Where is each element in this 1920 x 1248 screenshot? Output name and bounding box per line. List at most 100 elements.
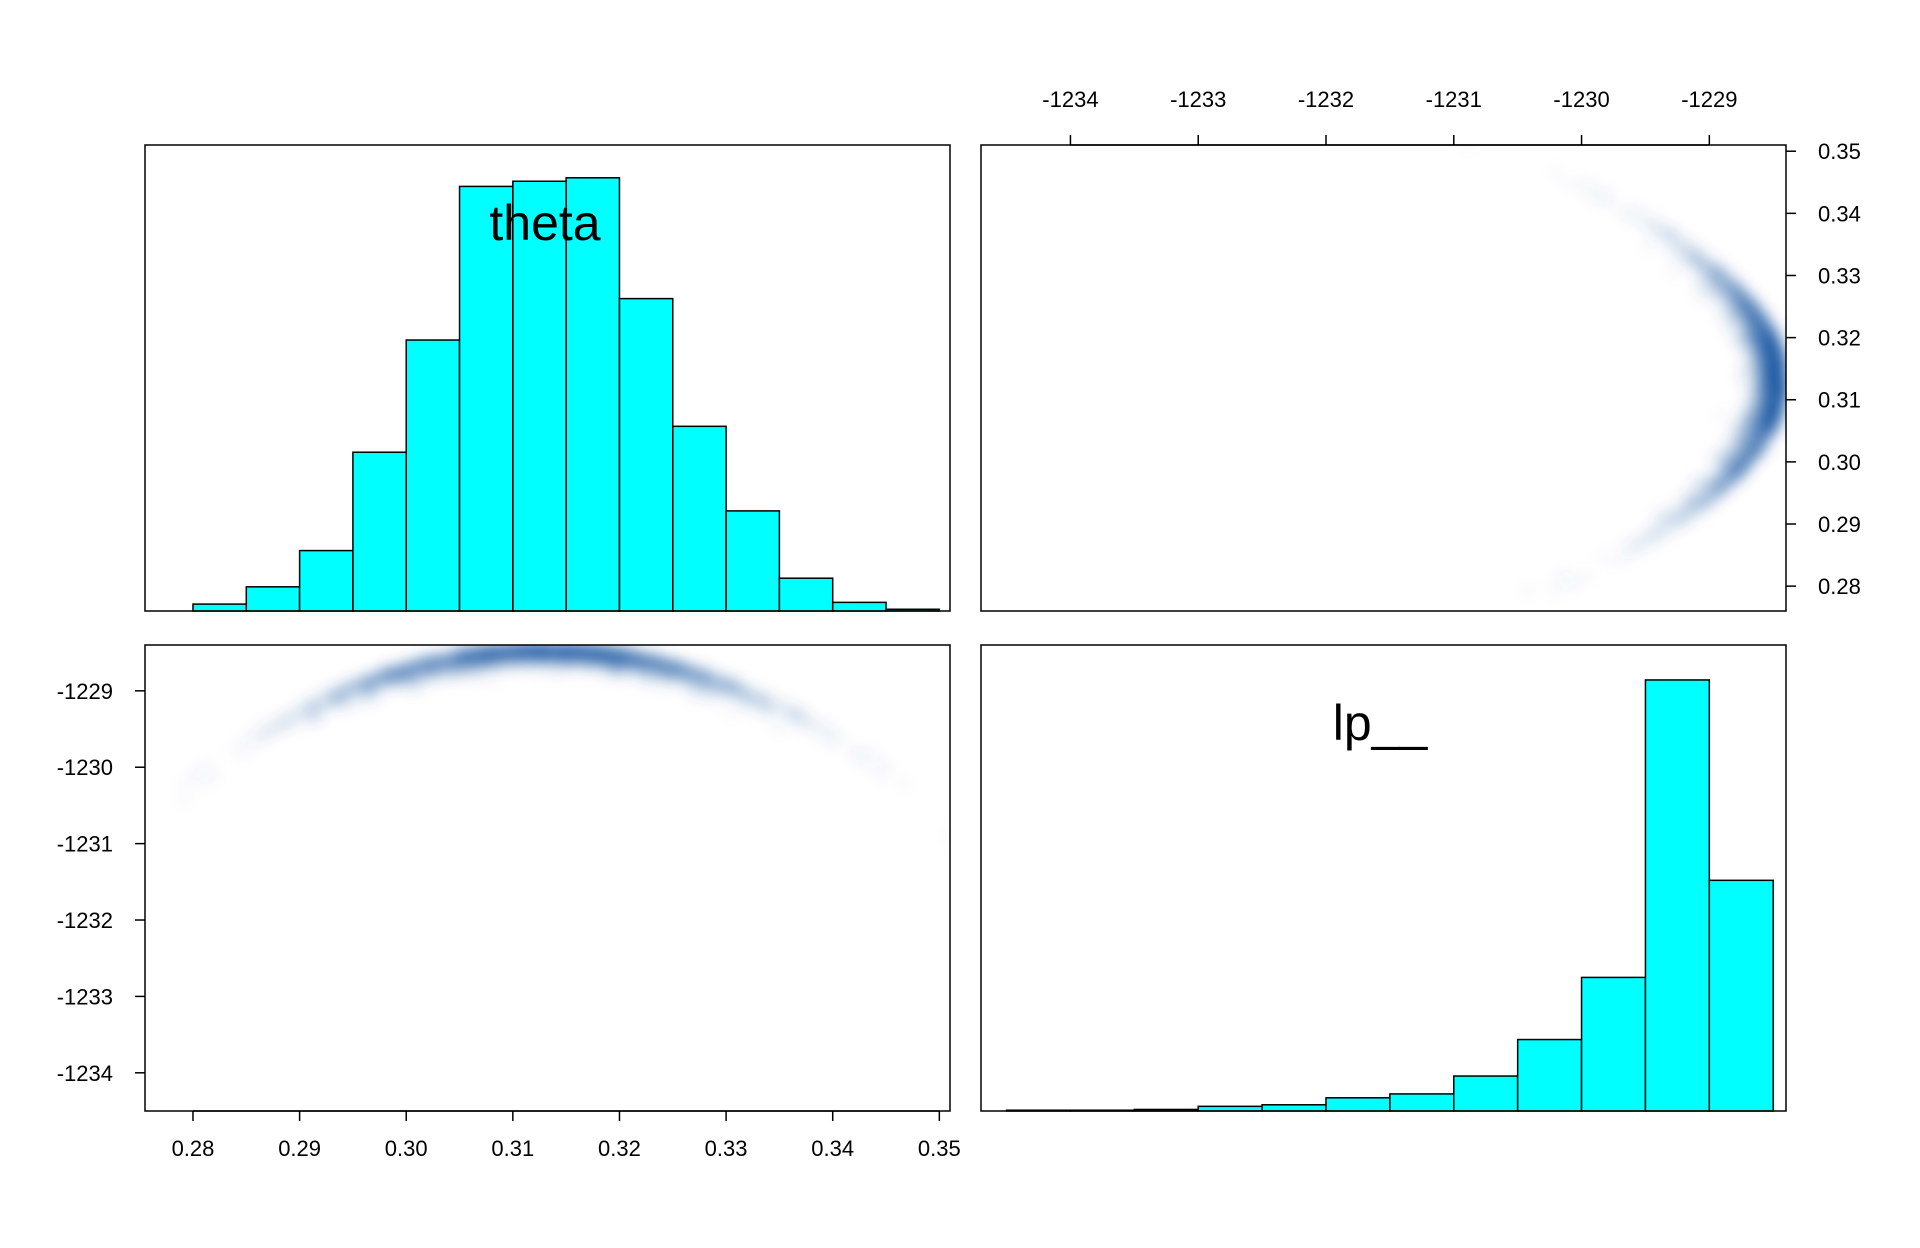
density-point: [1756, 357, 1767, 368]
density-point: [1633, 217, 1644, 228]
density-point: [1698, 289, 1709, 300]
density-point: [1650, 222, 1661, 233]
density-point: [1759, 386, 1770, 397]
density-point: [1706, 269, 1717, 280]
density-point: [812, 727, 823, 738]
density-point: [1637, 209, 1648, 220]
density-point: [617, 671, 628, 682]
density-point: [1682, 509, 1693, 520]
density-point: [1690, 478, 1701, 489]
density-point: [1716, 409, 1727, 420]
density-point: [1734, 428, 1745, 439]
density-point: [265, 727, 276, 738]
panel-frame: [980, 144, 1787, 612]
histogram-bar: [245, 586, 301, 612]
density-point: [1738, 311, 1749, 322]
histogram-bar: [405, 339, 461, 612]
density-point: [703, 690, 714, 701]
density-point: [1737, 341, 1748, 352]
tick-label: 0.34: [1818, 201, 1861, 226]
density-point: [1746, 318, 1757, 329]
density-point: [1554, 573, 1565, 584]
density-point: [1705, 486, 1716, 497]
density-point: [1762, 345, 1773, 356]
density-point: [483, 678, 494, 689]
density-point: [1678, 239, 1689, 250]
density-point: [1716, 465, 1727, 476]
density-point: [1549, 585, 1560, 596]
density-point: [898, 777, 909, 788]
density-point: [1570, 577, 1581, 588]
right-axis-theta: 0.350.340.330.320.310.300.290.28: [1786, 139, 1861, 599]
density-point: [1661, 522, 1672, 533]
tick-label: -1229: [1681, 87, 1737, 112]
density-point: [1643, 215, 1654, 226]
density-point: [403, 678, 414, 689]
density-point: [350, 685, 361, 696]
density-point: [1756, 336, 1767, 347]
density-point: [1713, 487, 1724, 498]
density-point: [1653, 517, 1664, 528]
histogram-bar: [458, 185, 514, 612]
density-point: [781, 718, 792, 729]
tick-label: -1234: [1042, 87, 1098, 112]
density-point: [1604, 195, 1615, 206]
histogram-bar: [672, 425, 727, 612]
density-point: [1707, 475, 1718, 486]
density-point: [1760, 327, 1771, 338]
density-point: [1699, 275, 1710, 286]
density-point: [1744, 326, 1755, 337]
density-point: [1668, 268, 1679, 279]
histogram-bar: [778, 577, 834, 612]
density-point: [1717, 455, 1728, 466]
density-point: [268, 717, 279, 728]
density-point: [1727, 331, 1738, 342]
tick-label: 0.29: [1818, 512, 1861, 537]
density-point: [304, 704, 315, 715]
density-point: [1619, 210, 1630, 221]
density-point: [772, 722, 783, 733]
density-point: [945, 831, 950, 842]
density-point: [667, 680, 678, 691]
density-point: [204, 759, 215, 770]
density-point: [1706, 287, 1717, 298]
tick-label: -1233: [1170, 87, 1226, 112]
density-point: [1720, 272, 1731, 283]
density-point: [1683, 258, 1694, 269]
density-point: [692, 684, 703, 695]
density-point: [1563, 179, 1574, 190]
density-point: [1597, 551, 1608, 562]
density-point: [1775, 363, 1786, 374]
top-axis-lp: -1234 -1233 -1232 -1231 -1230 -1229: [1042, 87, 1737, 146]
histogram-bar: [831, 601, 887, 612]
tick-label: -1231: [1426, 87, 1482, 112]
histogram-bar: [512, 180, 567, 612]
density-point: [1664, 508, 1675, 519]
density-point: [469, 668, 480, 679]
theta-histogram-bars: [192, 177, 941, 612]
panel-theta-histogram: theta: [144, 144, 951, 612]
density-point: [239, 749, 250, 760]
tick-label: 0.35: [1818, 139, 1861, 164]
density-point: [1728, 302, 1739, 313]
histogram-bar: [618, 297, 674, 612]
tick-label: -1230: [1553, 87, 1609, 112]
density-point: [1741, 456, 1752, 467]
density-point: [861, 748, 872, 759]
density-point: [1677, 489, 1688, 500]
density-point: [850, 745, 861, 756]
density-point: [1693, 258, 1704, 269]
density-point: [1772, 374, 1783, 385]
tick-label: 0.28: [1818, 574, 1861, 599]
density-point: [1756, 444, 1767, 455]
density-point: [1736, 370, 1747, 381]
density-point: [1732, 287, 1743, 298]
density-point: [1642, 240, 1653, 251]
density-point: [1609, 556, 1620, 567]
density-point: [1744, 301, 1755, 312]
density-point: [1739, 351, 1750, 362]
density-point: [240, 734, 251, 745]
density-point: [1635, 540, 1646, 551]
density-point: [1712, 301, 1723, 312]
